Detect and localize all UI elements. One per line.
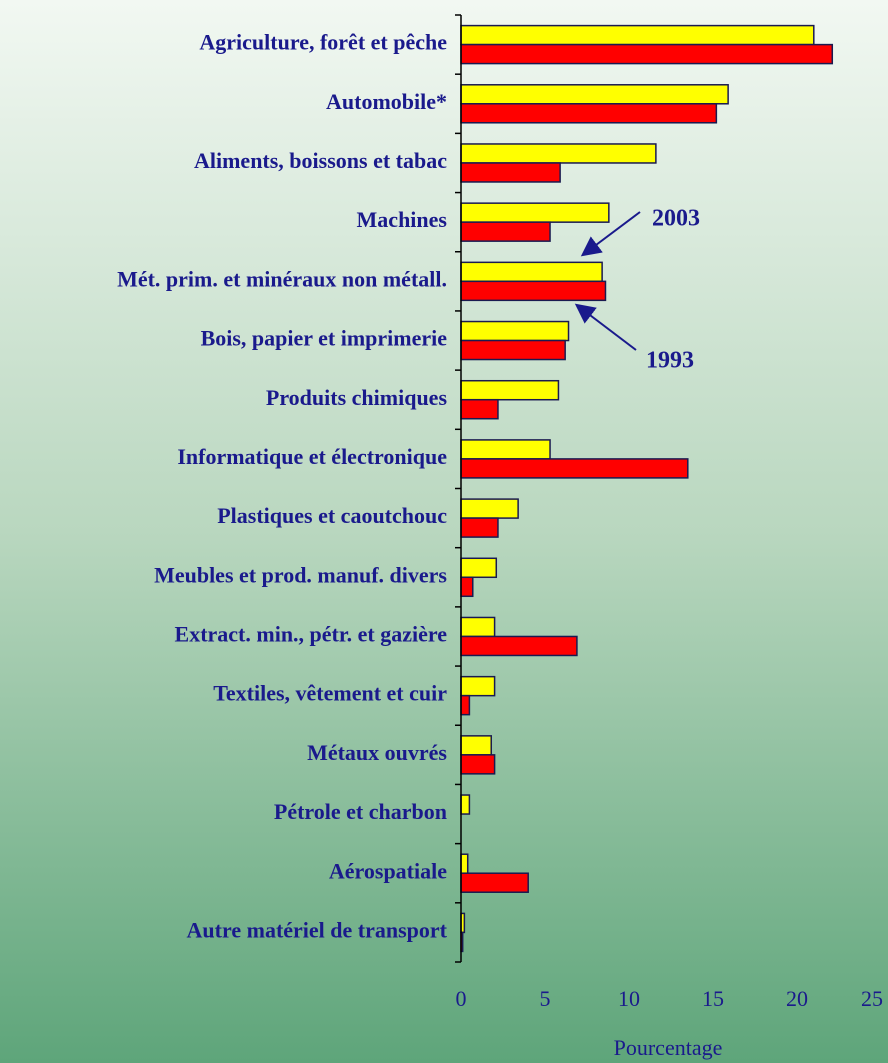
arrow — [580, 211, 641, 257]
bar — [460, 84, 729, 105]
bar — [460, 675, 496, 697]
bar — [460, 576, 474, 598]
bar — [460, 458, 689, 479]
category-label: Pétrole et charbon — [274, 799, 447, 824]
bar — [460, 103, 718, 124]
category-label: Métaux ouvrés — [307, 740, 447, 765]
bar — [460, 379, 560, 401]
category-label: Textiles, vêtement et cuir — [213, 681, 447, 706]
category-label: Aliments, boissons et tabac — [194, 148, 447, 173]
bar — [460, 143, 657, 164]
bar — [460, 439, 551, 460]
bar — [460, 261, 603, 283]
category-label: Bois, papier et imprimerie — [201, 326, 448, 351]
bar — [460, 694, 471, 716]
x-tick-label: 15 — [702, 986, 724, 1011]
bar — [460, 754, 496, 775]
annotation: 2003 — [652, 206, 700, 232]
category-label: Agriculture, forêt et pêche — [199, 30, 447, 55]
category-label: Automobile* — [326, 89, 447, 114]
bar — [460, 202, 610, 223]
category-label: Plastiques et caoutchouc — [217, 503, 447, 528]
category-label: Meubles et prod. manuf. divers — [154, 562, 447, 587]
bar — [460, 872, 529, 893]
bar — [460, 557, 498, 579]
bar — [460, 735, 492, 756]
x-tick-label: 0 — [456, 986, 467, 1011]
bar — [460, 339, 566, 361]
category-label: Extract. min., pétr. et gazière — [175, 622, 448, 647]
x-tick-label: 10 — [618, 986, 640, 1011]
bar — [460, 853, 469, 874]
category-label: Informatique et électronique — [177, 444, 447, 469]
x-tick-label: 25 — [861, 986, 883, 1011]
bar — [460, 320, 570, 342]
category-label: Produits chimiques — [266, 385, 448, 410]
category-label: Mét. prim. et minéraux non métall. — [117, 266, 447, 291]
bar — [460, 794, 471, 815]
annotation: 1993 — [646, 348, 694, 374]
x-tick-label: 5 — [540, 986, 551, 1011]
bar — [460, 280, 607, 302]
bar — [460, 635, 578, 657]
bar — [460, 43, 834, 65]
arrow — [574, 303, 637, 351]
x-axis-title: Pourcentage — [614, 1035, 723, 1060]
category-label: Aérospatiale — [329, 858, 447, 883]
bar — [460, 398, 499, 420]
bar — [460, 221, 551, 242]
bar — [460, 498, 519, 519]
category-label: Machines — [357, 207, 448, 232]
bar — [460, 24, 815, 46]
bar — [460, 616, 496, 638]
bar — [460, 517, 499, 538]
category-label: Autre matériel de transport — [187, 917, 448, 942]
x-tick-label: 20 — [786, 986, 808, 1011]
bar — [460, 162, 561, 183]
